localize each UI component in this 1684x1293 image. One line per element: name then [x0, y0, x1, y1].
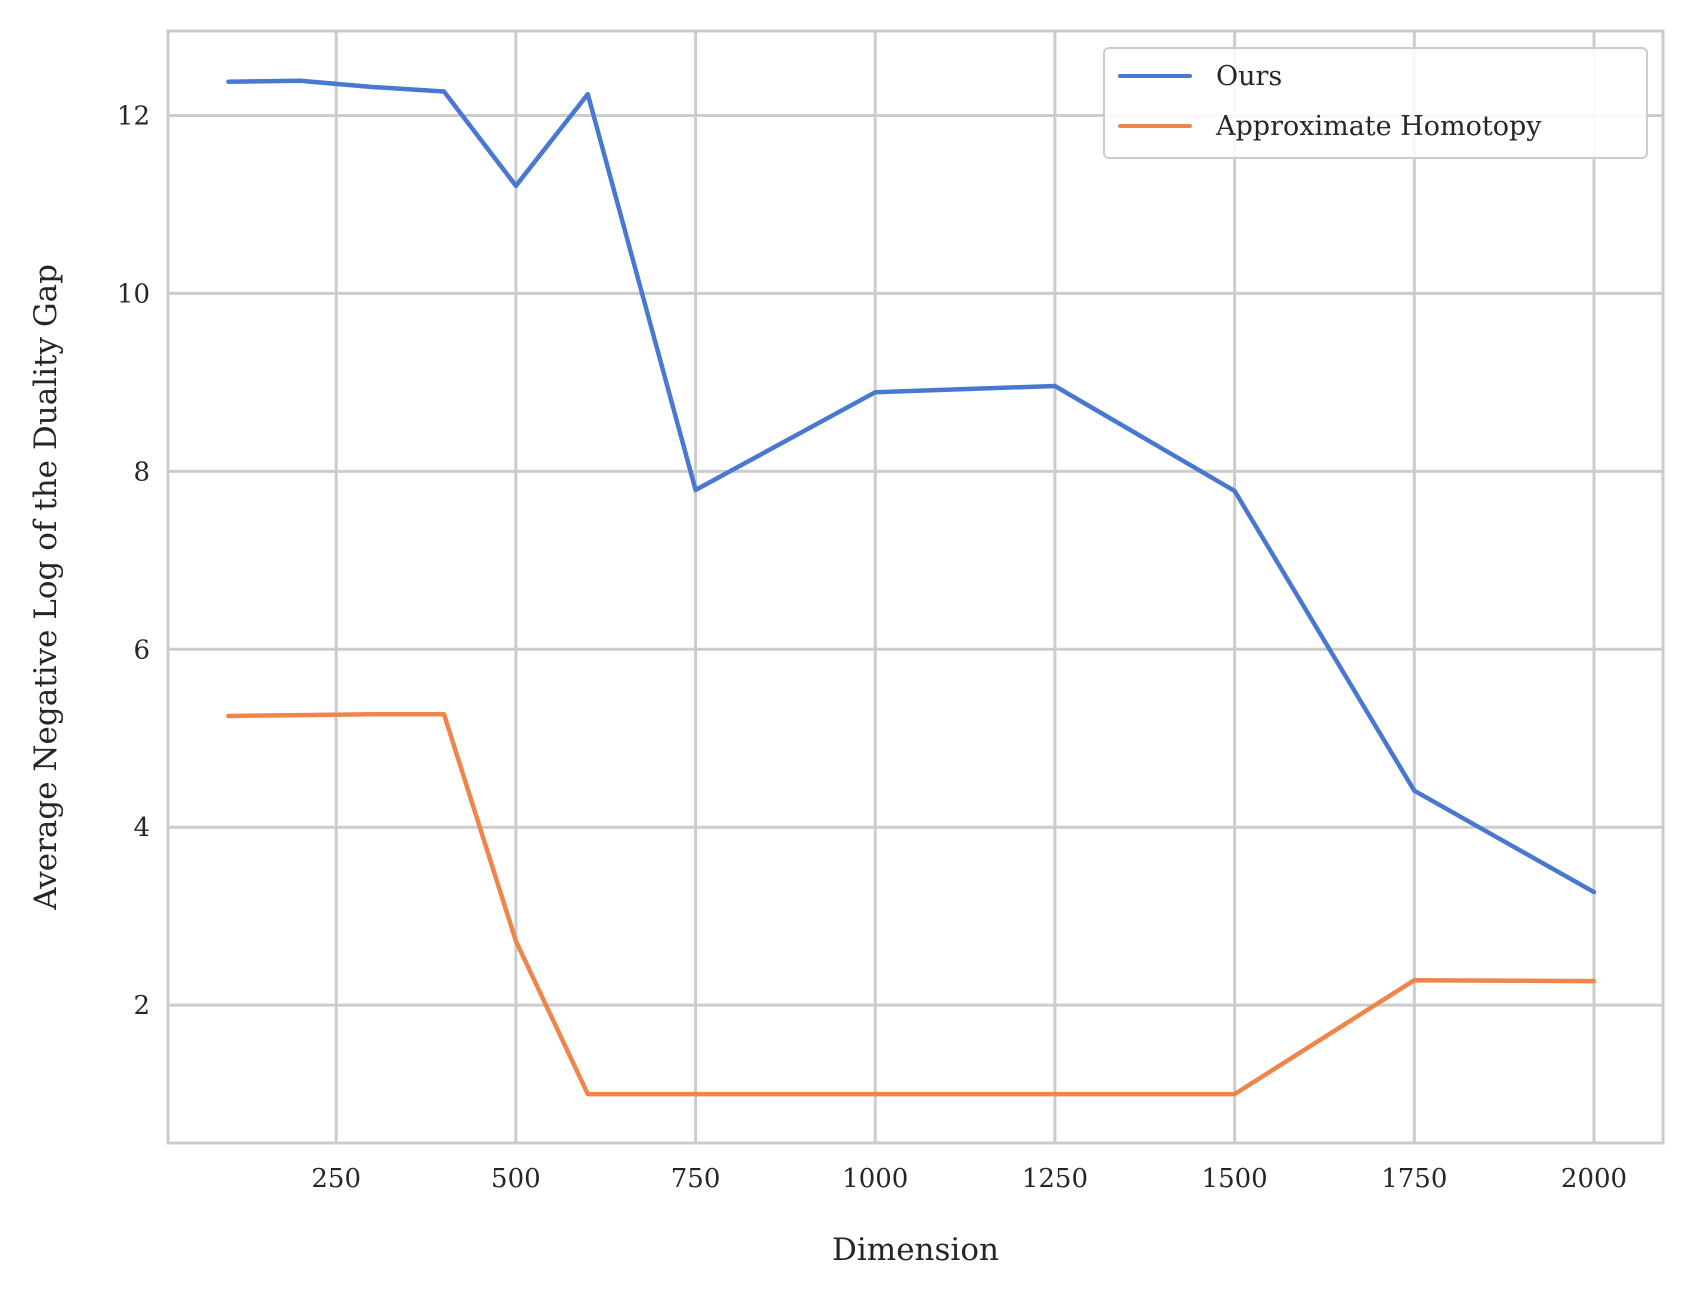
y-tick-label: 10 — [117, 279, 150, 309]
y-axis-ticks: 2 4 6 8 10 12 — [117, 102, 150, 1022]
y-tick-label: 12 — [117, 102, 150, 132]
x-tick-label: 1000 — [842, 1164, 908, 1194]
plot-frame — [166, 29, 1665, 1145]
x-tick-label: 750 — [671, 1164, 721, 1194]
x-tick-label: 250 — [311, 1164, 361, 1194]
series-line-ours — [226, 78, 1597, 895]
x-tick-label: 1750 — [1381, 1164, 1447, 1194]
y-tick-label: 4 — [133, 813, 150, 843]
x-tick-label: 1500 — [1202, 1164, 1268, 1194]
y-axis-label: Average Negative Log of the Duality Gap — [28, 264, 64, 911]
series-lines — [226, 78, 1597, 1097]
y-tick-label: 8 — [133, 457, 150, 487]
legend: Ours Approximate Homotopy — [1103, 47, 1648, 159]
x-tick-label: 2000 — [1561, 1164, 1627, 1194]
x-tick-label: 500 — [491, 1164, 541, 1194]
x-axis-label: Dimension — [832, 1232, 999, 1268]
x-axis-ticks: 250 500 750 1000 1250 1500 1750 2000 — [311, 1164, 1627, 1194]
legend-label-approximate-homotopy: Approximate Homotopy — [1215, 111, 1542, 142]
y-tick-label: 6 — [133, 635, 150, 665]
x-tick-label: 1250 — [1022, 1164, 1088, 1194]
series-line-approximate-homotopy — [226, 711, 1597, 1097]
y-tick-label: 2 — [133, 991, 150, 1021]
legend-label-ours: Ours — [1216, 61, 1282, 92]
legend-box — [1103, 47, 1648, 159]
